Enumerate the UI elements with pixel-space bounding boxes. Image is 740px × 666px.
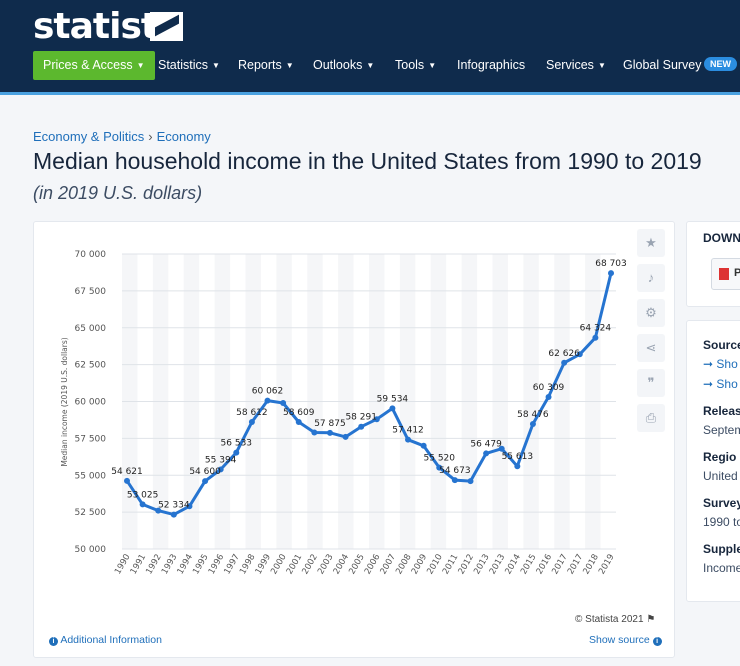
nav-infographics-label: Infographics	[457, 58, 526, 72]
chevron-down-icon: ▼	[212, 61, 220, 70]
nav-outlooks-label: Outlooks	[313, 58, 363, 72]
info-icon: i	[652, 637, 662, 646]
source-panel	[686, 320, 740, 602]
survey-value: 1990 to	[703, 515, 740, 529]
nav-global-survey[interactable]: Global Survey	[623, 51, 702, 80]
nav-outlooks[interactable]: Outlooks ▼	[313, 51, 374, 80]
pdf-label: P	[734, 267, 740, 279]
chart-card	[33, 221, 675, 658]
download-heading: DOWN	[703, 231, 740, 245]
region-heading: Regio	[703, 450, 737, 464]
chevron-down-icon: ▼	[597, 61, 606, 70]
chart-toolbar: ★ ♪ ⚙ ⋖ ❞ ⎙	[637, 229, 665, 439]
nav-tools-label: Tools	[395, 58, 425, 72]
supplementary-heading: Supple	[703, 542, 740, 556]
statista-credit: © Statista 2021 ⚑	[575, 614, 655, 625]
nav-prices-access-label: Prices & Access	[43, 58, 133, 72]
show-source-details-label: Sho	[716, 357, 738, 371]
arrow-right-icon: ➞	[703, 357, 714, 371]
main-nav: Prices & Access ▼ Statistics ▼ Reports ▼ Ou…	[0, 51, 740, 81]
nav-services[interactable]: Services ▼	[546, 51, 606, 80]
supplementary-value: Income	[703, 561, 740, 575]
release-heading: Releas	[703, 404, 740, 418]
nav-infographics[interactable]: Infographics	[457, 51, 525, 80]
star-icon[interactable]: ★	[637, 229, 665, 257]
bell-icon[interactable]: ♪	[637, 264, 665, 292]
new-badge: NEW	[704, 57, 737, 71]
nav-statistics[interactable]: Statistics ▼	[158, 51, 220, 80]
statista-credit-text: © Statista 2021	[575, 614, 644, 625]
additional-information-link[interactable]: i Additional Information	[49, 634, 162, 646]
site-header: statista Prices & Access ▼ Statistics ▼ Re…	[0, 0, 740, 95]
nav-tools[interactable]: Tools ▼	[395, 51, 436, 80]
breadcrumb: Economy & Politics › Economy	[33, 129, 211, 144]
nav-services-label: Services	[546, 58, 594, 72]
gear-icon[interactable]: ⚙	[637, 299, 665, 327]
breadcrumb-economy-politics[interactable]: Economy & Politics	[33, 129, 145, 144]
pdf-icon	[719, 268, 729, 280]
share-icon[interactable]: ⋖	[637, 334, 665, 362]
arrow-right-icon: ➞	[703, 377, 714, 391]
info-icon: i	[49, 637, 58, 646]
chevron-down-icon: ▼	[428, 61, 437, 70]
source-heading: Source	[703, 338, 740, 352]
nav-reports-label: Reports	[238, 58, 282, 72]
show-publisher-label: Sho	[716, 377, 738, 391]
print-icon[interactable]: ⎙	[637, 404, 665, 432]
additional-information-label: Additional Information	[60, 634, 162, 646]
survey-heading: Survey	[703, 496, 740, 510]
nav-global-survey-label: Global Survey	[623, 58, 702, 72]
nav-reports[interactable]: Reports ▼	[238, 51, 294, 80]
chevron-down-icon: ▼	[285, 61, 294, 70]
page-subtitle: (in 2019 U.S. dollars)	[33, 183, 203, 203]
nav-statistics-label: Statistics	[158, 58, 209, 72]
nav-prices-access[interactable]: Prices & Access ▼	[33, 51, 155, 80]
region-value: United	[703, 469, 738, 483]
page-title: Median household income in the United St…	[33, 148, 702, 174]
quote-icon[interactable]: ❞	[637, 369, 665, 397]
show-source-details-link[interactable]: ➞ Sho	[703, 357, 738, 371]
show-publisher-link[interactable]: ➞ Sho	[703, 377, 738, 391]
breadcrumb-economy[interactable]: Economy	[156, 129, 211, 144]
chevron-down-icon: ▼	[136, 61, 145, 70]
statista-logo-mark-icon[interactable]	[150, 12, 183, 41]
pdf-download-button[interactable]: P	[711, 258, 740, 290]
breadcrumb-separator: ›	[148, 129, 153, 144]
show-source-link[interactable]: Show source i	[589, 634, 662, 646]
show-source-label: Show source	[589, 634, 650, 646]
flag-icon[interactable]: ⚑	[646, 614, 656, 625]
release-value: Septem	[703, 423, 740, 437]
chevron-down-icon: ▼	[366, 61, 375, 70]
